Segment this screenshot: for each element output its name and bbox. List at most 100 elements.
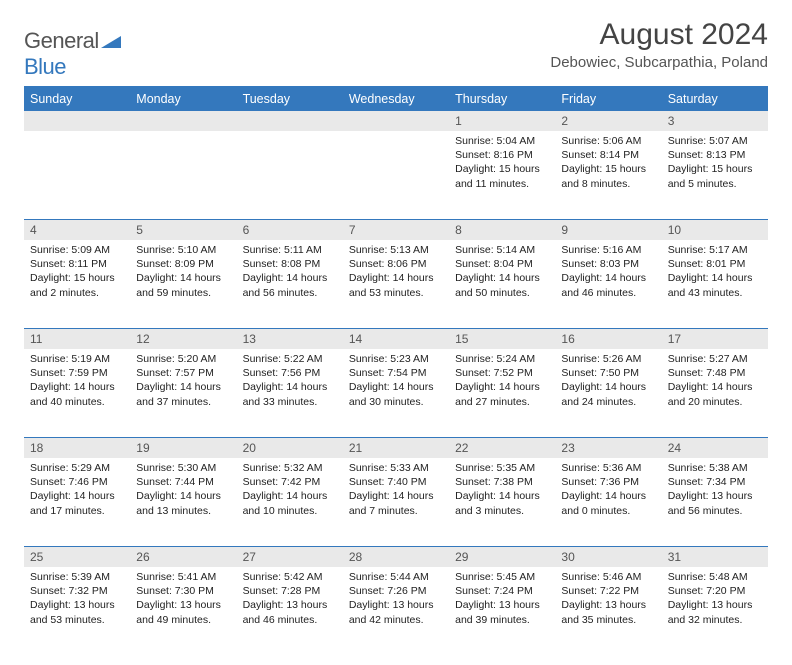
sunrise-line: Sunrise: 5:24 AM (455, 352, 549, 366)
sunrise-line: Sunrise: 5:38 AM (668, 461, 762, 475)
page-title: August 2024 (550, 18, 768, 52)
day-header: Wednesday (343, 87, 449, 111)
day-number-cell: 24 (662, 438, 768, 459)
day-header: Friday (555, 87, 661, 111)
daylight-line: Daylight: 14 hours and 30 minutes. (349, 380, 443, 408)
day-number-cell: 7 (343, 220, 449, 241)
sunset-line: Sunset: 8:03 PM (561, 257, 655, 271)
day-cell: Sunrise: 5:13 AMSunset: 8:06 PMDaylight:… (343, 240, 449, 329)
sunrise-line: Sunrise: 5:17 AM (668, 243, 762, 257)
daylight-line: Daylight: 15 hours and 8 minutes. (561, 162, 655, 190)
day-number-cell: 29 (449, 547, 555, 568)
daylight-line: Daylight: 14 hours and 59 minutes. (136, 271, 230, 299)
day-body-row: Sunrise: 5:19 AMSunset: 7:59 PMDaylight:… (24, 349, 768, 438)
sunset-line: Sunset: 8:09 PM (136, 257, 230, 271)
daynum-row: 123 (24, 111, 768, 132)
day-number-cell: 1 (449, 111, 555, 132)
sunset-line: Sunset: 7:28 PM (243, 584, 337, 598)
sunset-line: Sunset: 7:56 PM (243, 366, 337, 380)
day-number-cell: 21 (343, 438, 449, 459)
sunrise-line: Sunrise: 5:27 AM (668, 352, 762, 366)
day-number-cell: 2 (555, 111, 661, 132)
sunset-line: Sunset: 7:36 PM (561, 475, 655, 489)
day-cell: Sunrise: 5:11 AMSunset: 8:08 PMDaylight:… (237, 240, 343, 329)
day-cell: Sunrise: 5:36 AMSunset: 7:36 PMDaylight:… (555, 458, 661, 547)
header: General Blue August 2024 Debowiec, Subca… (24, 18, 768, 80)
sunset-line: Sunset: 7:50 PM (561, 366, 655, 380)
logo-triangle-icon (101, 28, 121, 54)
day-cell: Sunrise: 5:33 AMSunset: 7:40 PMDaylight:… (343, 458, 449, 547)
daylight-line: Daylight: 15 hours and 2 minutes. (30, 271, 124, 299)
day-cell: Sunrise: 5:32 AMSunset: 7:42 PMDaylight:… (237, 458, 343, 547)
day-header: Saturday (662, 87, 768, 111)
day-cell: Sunrise: 5:41 AMSunset: 7:30 PMDaylight:… (130, 567, 236, 655)
day-number-cell: 22 (449, 438, 555, 459)
daylight-line: Daylight: 14 hours and 50 minutes. (455, 271, 549, 299)
sunrise-line: Sunrise: 5:45 AM (455, 570, 549, 584)
sunset-line: Sunset: 7:34 PM (668, 475, 762, 489)
sunset-line: Sunset: 7:54 PM (349, 366, 443, 380)
day-cell: Sunrise: 5:10 AMSunset: 8:09 PMDaylight:… (130, 240, 236, 329)
day-number-cell: 20 (237, 438, 343, 459)
sunset-line: Sunset: 8:04 PM (455, 257, 549, 271)
calendar-table: SundayMondayTuesdayWednesdayThursdayFrid… (24, 86, 768, 655)
sunrise-line: Sunrise: 5:48 AM (668, 570, 762, 584)
daylight-line: Daylight: 13 hours and 46 minutes. (243, 598, 337, 626)
day-header-row: SundayMondayTuesdayWednesdayThursdayFrid… (24, 87, 768, 111)
sunrise-line: Sunrise: 5:04 AM (455, 134, 549, 148)
daylight-line: Daylight: 14 hours and 17 minutes. (30, 489, 124, 517)
sunrise-line: Sunrise: 5:33 AM (349, 461, 443, 475)
sunrise-line: Sunrise: 5:29 AM (30, 461, 124, 475)
day-cell: Sunrise: 5:04 AMSunset: 8:16 PMDaylight:… (449, 131, 555, 220)
day-cell: Sunrise: 5:38 AMSunset: 7:34 PMDaylight:… (662, 458, 768, 547)
sunset-line: Sunset: 7:44 PM (136, 475, 230, 489)
day-body-row: Sunrise: 5:29 AMSunset: 7:46 PMDaylight:… (24, 458, 768, 547)
daylight-line: Daylight: 13 hours and 56 minutes. (668, 489, 762, 517)
sunrise-line: Sunrise: 5:11 AM (243, 243, 337, 257)
daylight-line: Daylight: 13 hours and 39 minutes. (455, 598, 549, 626)
daylight-line: Daylight: 14 hours and 40 minutes. (30, 380, 124, 408)
sunrise-line: Sunrise: 5:13 AM (349, 243, 443, 257)
sunrise-line: Sunrise: 5:14 AM (455, 243, 549, 257)
daylight-line: Daylight: 14 hours and 13 minutes. (136, 489, 230, 517)
sunrise-line: Sunrise: 5:23 AM (349, 352, 443, 366)
sunrise-line: Sunrise: 5:36 AM (561, 461, 655, 475)
day-header: Tuesday (237, 87, 343, 111)
day-number-cell (237, 111, 343, 132)
day-cell: Sunrise: 5:07 AMSunset: 8:13 PMDaylight:… (662, 131, 768, 220)
daylight-line: Daylight: 13 hours and 42 minutes. (349, 598, 443, 626)
daylight-line: Daylight: 14 hours and 56 minutes. (243, 271, 337, 299)
sunset-line: Sunset: 7:26 PM (349, 584, 443, 598)
daylight-line: Daylight: 14 hours and 27 minutes. (455, 380, 549, 408)
sunrise-line: Sunrise: 5:46 AM (561, 570, 655, 584)
sunset-line: Sunset: 7:40 PM (349, 475, 443, 489)
sunrise-line: Sunrise: 5:44 AM (349, 570, 443, 584)
logo-text: General Blue (24, 28, 121, 80)
day-number-cell (24, 111, 130, 132)
day-cell: Sunrise: 5:48 AMSunset: 7:20 PMDaylight:… (662, 567, 768, 655)
daylight-line: Daylight: 15 hours and 5 minutes. (668, 162, 762, 190)
sunset-line: Sunset: 7:20 PM (668, 584, 762, 598)
day-number-cell: 10 (662, 220, 768, 241)
logo: General Blue (24, 18, 121, 80)
day-number-cell: 3 (662, 111, 768, 132)
sunset-line: Sunset: 7:42 PM (243, 475, 337, 489)
day-number-cell: 25 (24, 547, 130, 568)
sunrise-line: Sunrise: 5:42 AM (243, 570, 337, 584)
day-number-cell: 15 (449, 329, 555, 350)
title-block: August 2024 Debowiec, Subcarpathia, Pola… (550, 18, 768, 71)
daylight-line: Daylight: 14 hours and 43 minutes. (668, 271, 762, 299)
sunrise-line: Sunrise: 5:26 AM (561, 352, 655, 366)
day-cell (24, 131, 130, 220)
daylight-line: Daylight: 14 hours and 7 minutes. (349, 489, 443, 517)
day-cell: Sunrise: 5:29 AMSunset: 7:46 PMDaylight:… (24, 458, 130, 547)
day-body-row: Sunrise: 5:09 AMSunset: 8:11 PMDaylight:… (24, 240, 768, 329)
day-cell: Sunrise: 5:22 AMSunset: 7:56 PMDaylight:… (237, 349, 343, 438)
sunrise-line: Sunrise: 5:30 AM (136, 461, 230, 475)
day-cell: Sunrise: 5:06 AMSunset: 8:14 PMDaylight:… (555, 131, 661, 220)
sunrise-line: Sunrise: 5:39 AM (30, 570, 124, 584)
daynum-row: 25262728293031 (24, 547, 768, 568)
day-body-row: Sunrise: 5:04 AMSunset: 8:16 PMDaylight:… (24, 131, 768, 220)
day-cell: Sunrise: 5:20 AMSunset: 7:57 PMDaylight:… (130, 349, 236, 438)
day-header: Monday (130, 87, 236, 111)
